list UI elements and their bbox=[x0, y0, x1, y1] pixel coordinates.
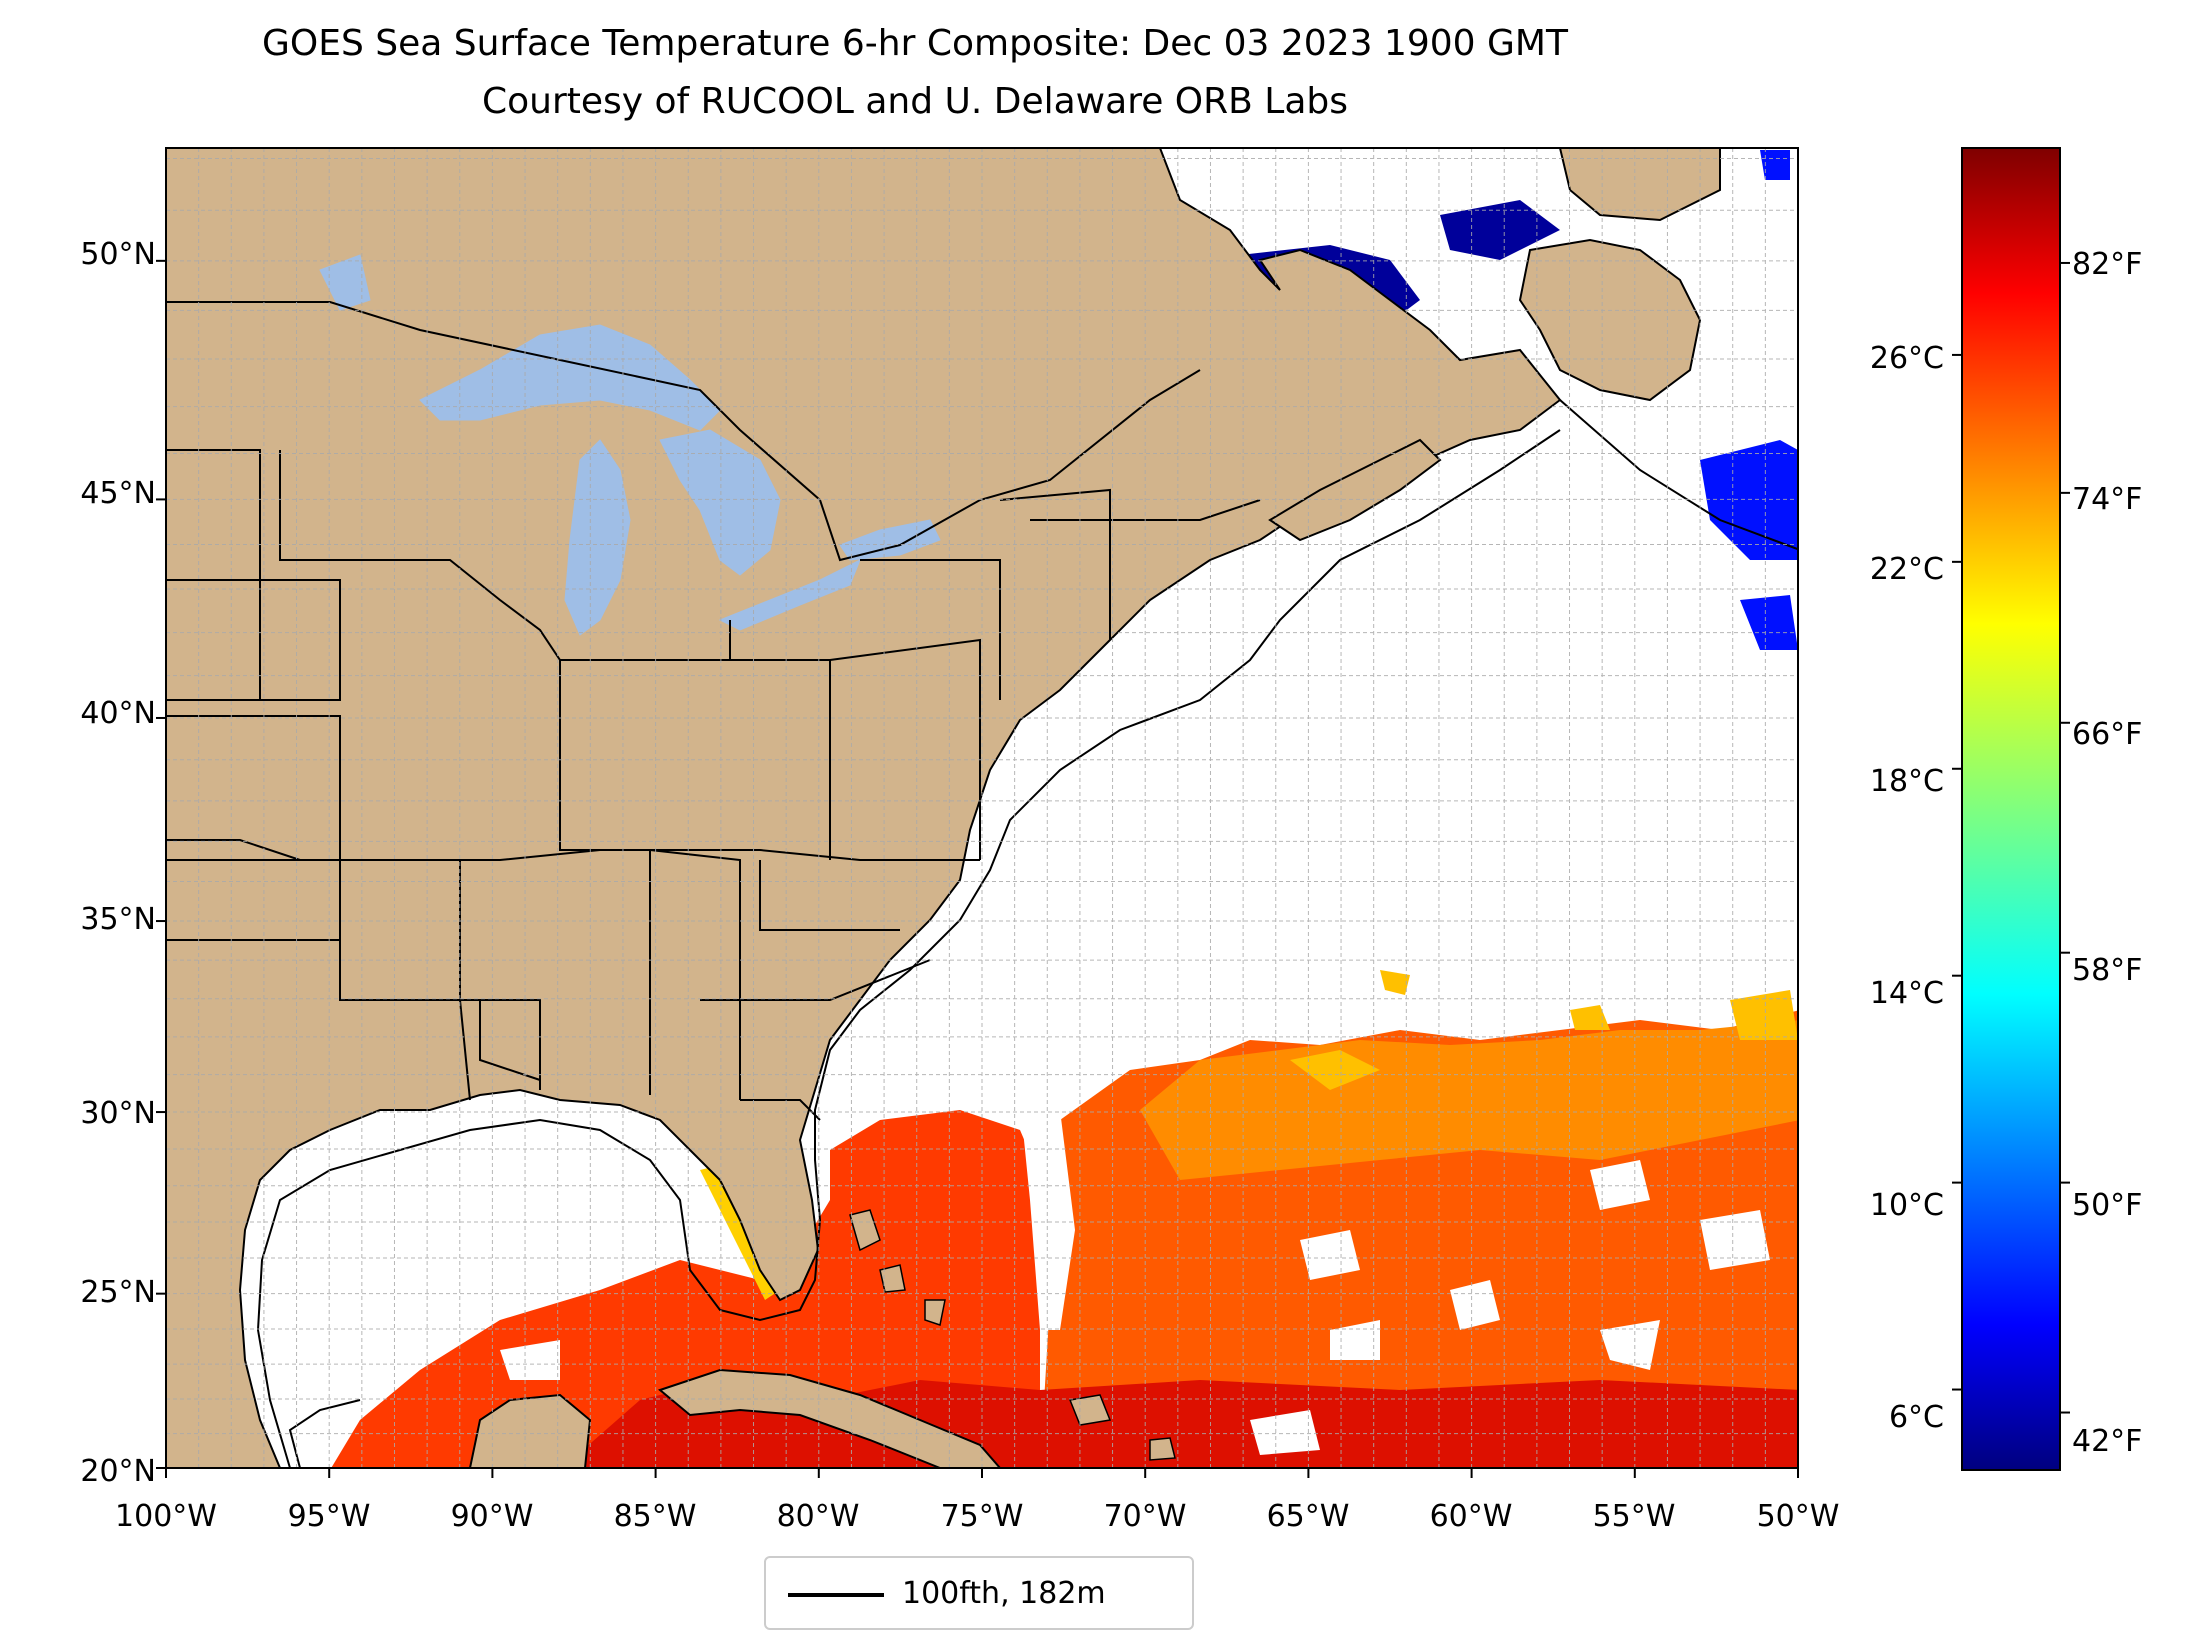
map-subtitle: Courtesy of RUCOOL and U. Delaware ORB L… bbox=[481, 81, 1349, 122]
lat-tick-label: 35°N bbox=[80, 902, 156, 937]
grid-lines bbox=[166, 148, 1798, 1468]
sst-yellow-patches bbox=[1290, 970, 1798, 1090]
colorbar-fahrenheit-label: 66°F bbox=[2072, 717, 2143, 752]
legend-label: 100fth, 182m bbox=[902, 1576, 1106, 1611]
land-yucatan bbox=[468, 1393, 592, 1468]
map-canvas bbox=[166, 148, 1798, 1468]
lon-tick-label: 70°W bbox=[1103, 1499, 1187, 1534]
land-cuba bbox=[657, 1368, 1002, 1468]
lake-huron bbox=[659, 429, 781, 576]
colorbar-fahrenheit-label: 82°F bbox=[2072, 247, 2143, 282]
great-lakes bbox=[319, 254, 941, 636]
legend-line-swatch bbox=[788, 1593, 884, 1597]
colorbar-fahrenheit-label: 74°F bbox=[2072, 482, 2143, 517]
lon-tick-label: 80°W bbox=[776, 1499, 860, 1534]
colorbar-celsius-label: 18°C bbox=[1869, 764, 1944, 799]
colorbar bbox=[1961, 147, 2061, 1471]
colorbar-fahrenheit-label: 58°F bbox=[2072, 953, 2143, 988]
lon-tick-label: 95°W bbox=[287, 1499, 371, 1534]
lon-tick-label: 85°W bbox=[613, 1499, 697, 1534]
lon-tick-label: 75°W bbox=[940, 1499, 1024, 1534]
lat-tick-label: 30°N bbox=[80, 1096, 156, 1131]
lon-tick-label: 65°W bbox=[1266, 1499, 1350, 1534]
land-nova-scotia bbox=[1268, 438, 1442, 542]
legend: 100fth, 182m bbox=[764, 1556, 1194, 1630]
lake-ontario bbox=[839, 519, 941, 561]
lat-tick-label: 45°N bbox=[80, 476, 156, 511]
axis-tick-marks bbox=[156, 259, 1799, 1478]
lake-michigan bbox=[564, 439, 631, 636]
map-title: GOES Sea Surface Temperature 6-hr Compos… bbox=[262, 23, 1568, 64]
sst-cold-east bbox=[1700, 150, 1798, 650]
isobath-100fth bbox=[256, 399, 1798, 1468]
colorbar-celsius-label: 10°C bbox=[1869, 1188, 1944, 1223]
lon-tick-label: 90°W bbox=[450, 1499, 534, 1534]
lat-tick-label: 20°N bbox=[80, 1454, 156, 1489]
lat-tick-label: 50°N bbox=[80, 237, 156, 272]
colorbar-ticks bbox=[1952, 261, 2070, 1414]
lake-erie bbox=[718, 558, 861, 631]
political-borders bbox=[166, 301, 1261, 1121]
colorbar-celsius-label: 22°C bbox=[1869, 552, 1944, 587]
colorbar-celsius-label: 14°C bbox=[1869, 976, 1944, 1011]
lat-tick-label: 40°N bbox=[80, 696, 156, 731]
lon-tick-label: 55°W bbox=[1592, 1499, 1676, 1534]
lake-superior bbox=[419, 324, 721, 431]
lon-tick-label: 100°W bbox=[115, 1499, 217, 1534]
lat-tick-label: 25°N bbox=[80, 1275, 156, 1310]
sst-data bbox=[331, 150, 1798, 1468]
lon-tick-label: 60°W bbox=[1429, 1499, 1513, 1534]
lake-winnipeg-edge bbox=[319, 254, 371, 311]
lon-tick-label: 50°W bbox=[1756, 1499, 1840, 1534]
land-north-america bbox=[166, 148, 1562, 1468]
land-bahamas bbox=[849, 1209, 1176, 1461]
colorbar-fahrenheit-label: 50°F bbox=[2072, 1188, 2143, 1223]
colorbar-celsius-label: 6°C bbox=[1888, 1400, 1944, 1435]
colorbar-fahrenheit-label: 42°F bbox=[2072, 1424, 2143, 1459]
colorbar-celsius-label: 26°C bbox=[1869, 341, 1944, 376]
